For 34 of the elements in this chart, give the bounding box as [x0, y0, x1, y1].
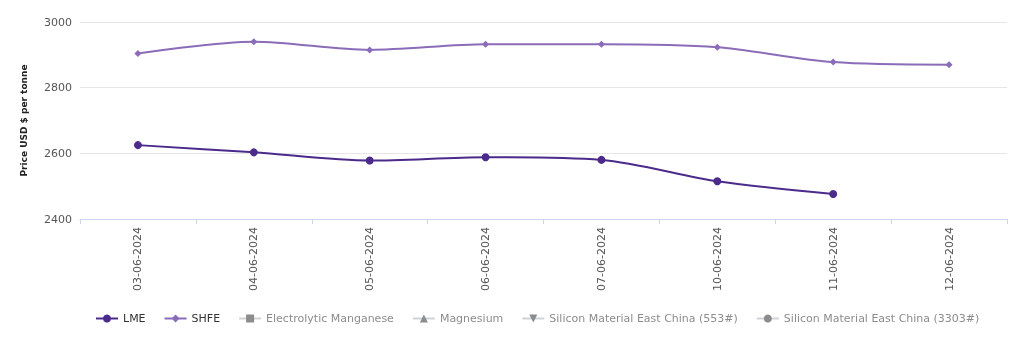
y-tick-label: 2800	[44, 81, 72, 95]
legend-label: SHFE	[191, 312, 221, 325]
legend-label: Silicon Material East China (553#)	[549, 312, 738, 325]
legend-label: Electrolytic Manganese	[266, 312, 395, 325]
y-axis-title: Price USD $ per tonne	[18, 64, 29, 177]
x-tick-label: 04-06-2024	[247, 227, 261, 291]
x-tick-label: 06-06-2024	[479, 227, 493, 291]
point	[829, 58, 837, 66]
x-tick-label: 12-06-2024	[942, 227, 956, 291]
point	[250, 38, 258, 46]
point	[133, 141, 142, 150]
x-tick-label: 11-06-2024	[826, 227, 840, 291]
point	[945, 61, 953, 69]
x-tick-label: 03-06-2024	[131, 227, 145, 291]
y-tick-label: 2600	[44, 146, 72, 160]
x-tick-label: 07-06-2024	[594, 227, 608, 291]
point	[482, 40, 490, 48]
legend-label: Magnesium	[439, 312, 504, 325]
point	[365, 156, 374, 165]
legend-label: LME	[123, 312, 146, 325]
point	[249, 148, 258, 157]
point	[829, 190, 838, 199]
y-tick-label: 3000	[44, 15, 72, 29]
point	[597, 155, 606, 164]
x-tick-label: 05-06-2024	[363, 227, 377, 291]
point	[597, 40, 605, 48]
point	[713, 43, 721, 51]
point	[713, 177, 722, 186]
point	[481, 153, 490, 162]
point	[134, 50, 142, 58]
point	[366, 46, 374, 54]
y-tick-label: 2400	[44, 212, 72, 226]
legend-label: Silicon Material East China (3303#)	[783, 312, 980, 325]
x-tick-label: 10-06-2024	[710, 227, 724, 291]
